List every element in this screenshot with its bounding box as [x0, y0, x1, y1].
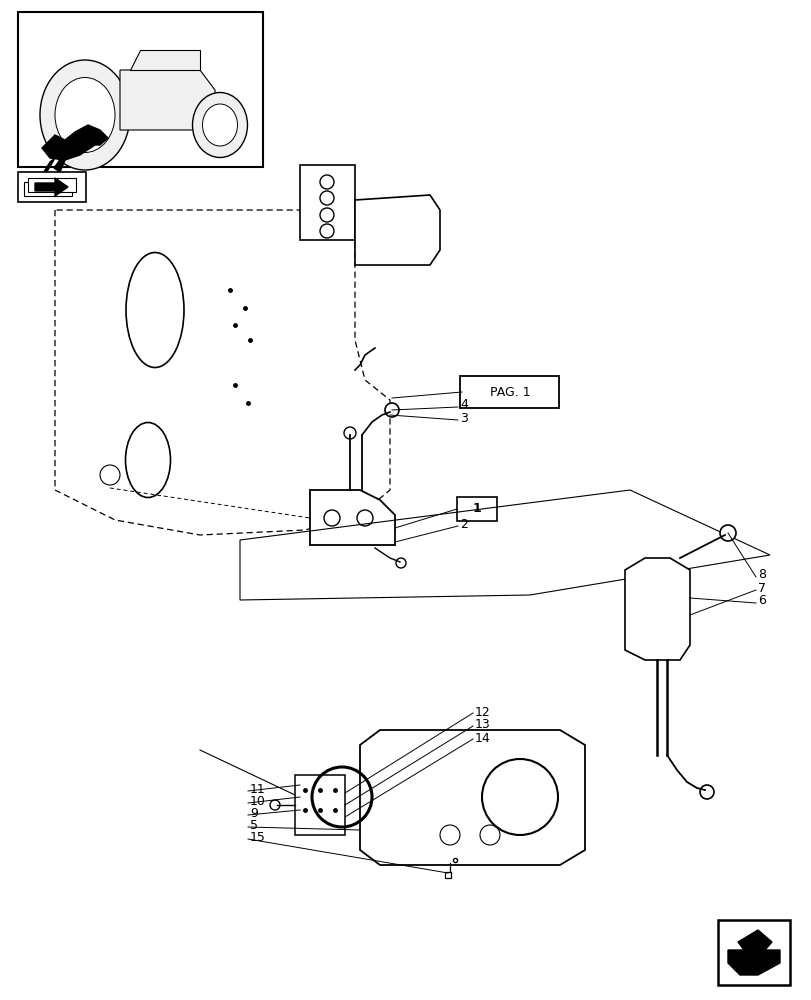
Text: 4: 4 [460, 398, 467, 412]
Polygon shape [120, 70, 215, 130]
Polygon shape [727, 930, 779, 975]
Circle shape [396, 558, 406, 568]
Polygon shape [28, 178, 76, 192]
Ellipse shape [202, 104, 237, 146]
Polygon shape [42, 158, 55, 175]
Polygon shape [130, 50, 200, 70]
Text: 7: 7 [757, 582, 765, 594]
Ellipse shape [40, 60, 130, 170]
Circle shape [320, 191, 333, 205]
Text: 9: 9 [250, 807, 258, 820]
Ellipse shape [55, 78, 115, 153]
Polygon shape [354, 195, 440, 265]
Circle shape [719, 525, 735, 541]
Text: 13: 13 [474, 718, 490, 732]
Text: 6: 6 [757, 594, 765, 607]
Text: 14: 14 [474, 732, 490, 744]
Circle shape [270, 800, 280, 810]
Polygon shape [294, 775, 345, 835]
FancyBboxPatch shape [457, 497, 496, 521]
Polygon shape [24, 182, 72, 196]
Text: 8: 8 [757, 568, 765, 582]
Circle shape [384, 403, 398, 417]
Text: 5: 5 [250, 819, 258, 832]
Text: 1: 1 [472, 502, 481, 516]
Text: 12: 12 [474, 706, 490, 718]
FancyBboxPatch shape [717, 920, 789, 985]
Circle shape [320, 175, 333, 189]
Text: 3: 3 [460, 412, 467, 424]
Circle shape [320, 208, 333, 222]
Polygon shape [310, 490, 394, 545]
Ellipse shape [192, 93, 247, 158]
Text: PAG. 1: PAG. 1 [489, 385, 530, 398]
Polygon shape [359, 730, 584, 865]
Text: 11: 11 [250, 783, 265, 796]
Text: 2: 2 [460, 518, 467, 532]
Polygon shape [624, 558, 689, 660]
Polygon shape [54, 157, 65, 172]
Polygon shape [42, 125, 108, 160]
Text: 15: 15 [250, 831, 265, 844]
FancyBboxPatch shape [18, 172, 86, 202]
Circle shape [344, 427, 355, 439]
Text: 10: 10 [250, 795, 265, 808]
Polygon shape [299, 165, 354, 240]
FancyBboxPatch shape [460, 376, 558, 408]
Circle shape [320, 224, 333, 238]
Circle shape [699, 785, 713, 799]
Polygon shape [35, 178, 68, 196]
FancyBboxPatch shape [18, 12, 263, 167]
